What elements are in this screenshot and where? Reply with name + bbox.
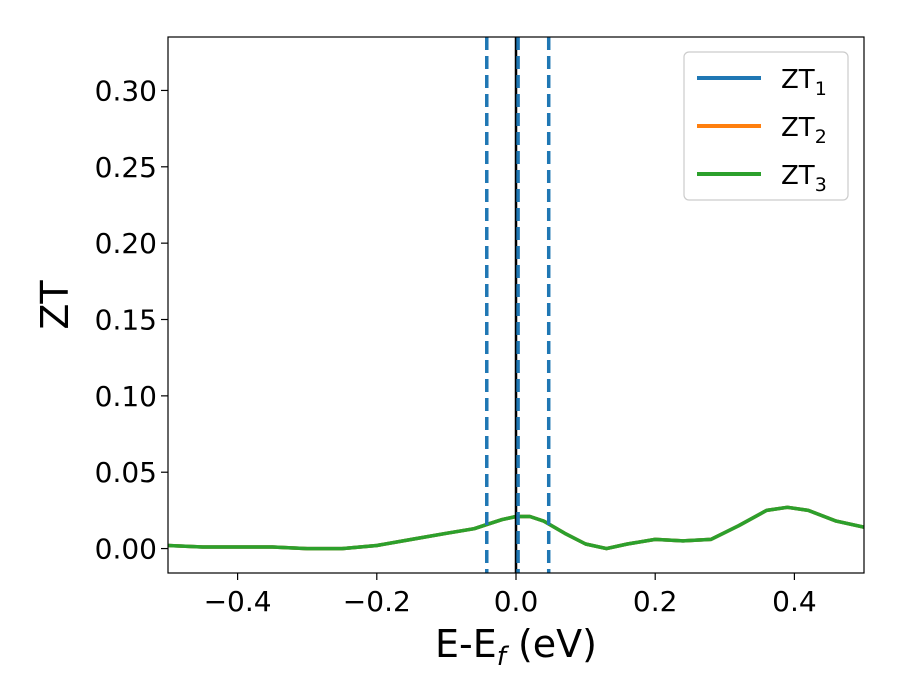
- x-axis-label: E-Ef (eV): [435, 622, 597, 672]
- y-tick-label: 0.15: [95, 304, 157, 337]
- y-tick-label: 0.10: [95, 380, 157, 413]
- x-tick-label: −0.4: [204, 585, 272, 618]
- series-line-zt3: [168, 505, 864, 551]
- legend-label-zt3: ZT3: [781, 161, 827, 196]
- x-tick-label: 0.0: [494, 585, 539, 618]
- plot-area: [168, 37, 864, 573]
- legend-label-zt1: ZT1: [781, 65, 827, 100]
- x-tick-label: 0.4: [772, 585, 817, 618]
- y-tick-label: 0.00: [95, 533, 157, 566]
- x-axis-label-main: E-E: [435, 622, 497, 666]
- y-axis-label: ZT: [33, 280, 77, 330]
- legend: ZT1 ZT2 ZT3: [683, 51, 849, 201]
- y-tick-label: 0.05: [95, 456, 157, 489]
- y-tick-label: 0.20: [95, 227, 157, 260]
- legend-label-zt2: ZT2: [781, 113, 827, 148]
- y-tick-label: 0.25: [95, 151, 157, 184]
- x-tick-label: 0.2: [633, 585, 678, 618]
- y-tick-label: 0.30: [95, 74, 157, 107]
- x-axis-label-tail: (eV): [506, 622, 597, 666]
- legend-box: [683, 51, 849, 201]
- x-tick-label: −0.2: [343, 585, 411, 618]
- axis-ticks: −0.4 −0.2 0.0 0.2 0.4 0.00 0.05 0.10 0.15 0.20 0.2…: [95, 74, 817, 618]
